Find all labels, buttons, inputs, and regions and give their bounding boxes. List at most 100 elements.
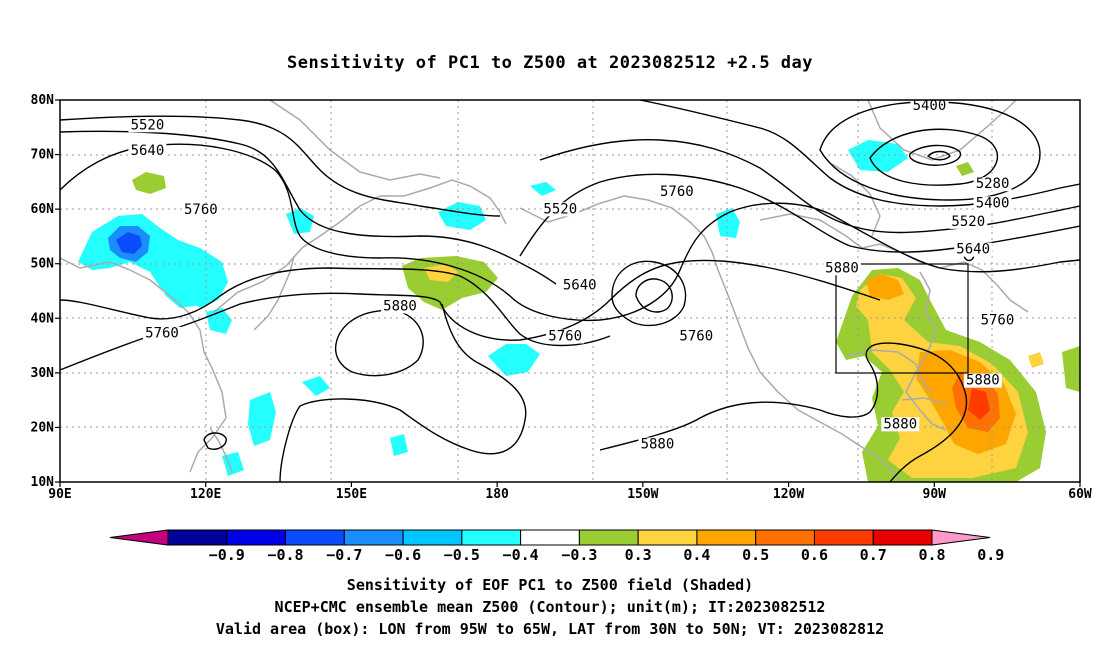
contour-label: 5520 bbox=[543, 201, 577, 217]
lon-tick-label: 90W bbox=[923, 487, 947, 502]
colorbar-tick-label: −0.9 bbox=[209, 546, 245, 564]
colorbar-bin bbox=[755, 529, 815, 546]
colorbar: −0.9 −0.8 −0.7 −0.6 −0.5 −0.4 −0.3 0.3 0.4 0.5 0.6… bbox=[109, 529, 1004, 564]
negative-patch-subarctic bbox=[530, 182, 556, 196]
lon-tick-label: 60W bbox=[1068, 487, 1092, 502]
colorbar-tick-label: 0.4 bbox=[683, 546, 710, 564]
contour-5400-ring bbox=[819, 101, 1041, 201]
colorbar-tick-label: 0.6 bbox=[801, 546, 828, 564]
colorbar-bin bbox=[696, 529, 757, 546]
coastline-philippines bbox=[209, 427, 233, 473]
negative-patch-aleutian bbox=[488, 344, 540, 376]
negative-patch-tropics-1 bbox=[248, 392, 276, 446]
contour-label: 5880 bbox=[966, 373, 1000, 389]
positive-patch-atlantic bbox=[1062, 346, 1080, 392]
contour-5760-low-ring bbox=[611, 260, 687, 327]
contour-label-bg bbox=[638, 437, 677, 452]
contour-label: 5640 bbox=[131, 143, 165, 159]
contour-label-bg bbox=[657, 184, 696, 199]
contour-5880-east bbox=[599, 342, 968, 482]
figure-title: Sensitivity of PC1 to Z500 at 2023082512… bbox=[287, 53, 813, 73]
contour-label-bg bbox=[560, 278, 599, 293]
contour-label-bg bbox=[881, 417, 920, 432]
colorbar-tick-label: −0.3 bbox=[561, 546, 597, 564]
lat-tick-label: 50N bbox=[31, 257, 55, 272]
contour-label-bg bbox=[677, 329, 716, 344]
lat-tick-label: 80N bbox=[31, 93, 55, 108]
colorbar-bin bbox=[578, 529, 639, 546]
contour-label: 5760 bbox=[679, 328, 713, 344]
lon-tick-label: 120W bbox=[773, 487, 804, 502]
caption-line-3: Valid area (box): LON from 95W to 65W, L… bbox=[216, 620, 884, 638]
lon-tick-label: 180 bbox=[485, 487, 509, 502]
colorbar-tick-label: 0.9 bbox=[977, 546, 1004, 564]
contour-label-bg bbox=[381, 299, 419, 314]
contour-5280-ring bbox=[869, 128, 999, 186]
latitude-axis: 80N 70N 60N 50N 40N 30N 20N 10N bbox=[31, 93, 60, 490]
colorbar-tick-label: −0.6 bbox=[385, 546, 421, 564]
colorbar-tick-label: 0.3 bbox=[625, 546, 652, 564]
coastline-greenland bbox=[867, 100, 1017, 161]
lat-tick-label: 60N bbox=[31, 202, 55, 217]
contour-label: 5760 bbox=[548, 328, 582, 344]
contour-label-bg bbox=[181, 202, 220, 217]
colorbar-tick-label: 0.7 bbox=[860, 546, 887, 564]
coastline-korea-kamchatka bbox=[213, 179, 507, 313]
contour-label-bg bbox=[823, 261, 861, 276]
colorbar-bin bbox=[813, 529, 874, 546]
colorbar-bin bbox=[637, 529, 698, 546]
lon-tick-label: 120E bbox=[190, 487, 221, 502]
colorbar-bin bbox=[520, 529, 580, 546]
contour-label: 5280 bbox=[976, 176, 1010, 192]
lon-tick-label: 90E bbox=[48, 487, 71, 502]
contour-5760-west-a bbox=[60, 143, 1080, 322]
contour-label: 5520 bbox=[131, 117, 165, 133]
contour-label-bg bbox=[143, 326, 181, 341]
contour-label-bg bbox=[973, 196, 1012, 211]
contour-label-bg bbox=[949, 214, 988, 229]
contour-label: 5880 bbox=[641, 437, 675, 453]
colorbar-tick-label: −0.7 bbox=[326, 546, 362, 564]
colorbar-over-arrow bbox=[931, 529, 991, 546]
contour-label-bg bbox=[128, 143, 167, 158]
contour-label: 5760 bbox=[981, 313, 1015, 329]
contour-label: 5880 bbox=[825, 260, 859, 276]
contour-label-bg bbox=[910, 100, 949, 114]
contour-5880-high-ring bbox=[334, 310, 424, 377]
positive-patch-siberia bbox=[132, 172, 166, 194]
contour-label: 5400 bbox=[913, 98, 947, 114]
coastline-arctic-siberia bbox=[269, 100, 441, 181]
lat-tick-label: 30N bbox=[31, 366, 55, 381]
contour-5640-west bbox=[60, 130, 557, 285]
contour-label-bg bbox=[978, 313, 1017, 328]
colorbar-tick-label: −0.5 bbox=[444, 546, 480, 564]
colorbar-tick-label: −0.8 bbox=[267, 546, 303, 564]
lat-tick-label: 20N bbox=[31, 420, 55, 435]
coastline-hudson bbox=[831, 163, 881, 237]
colorbar-bin bbox=[226, 529, 287, 546]
contour-label: 5760 bbox=[184, 202, 218, 218]
coastline-us-east bbox=[905, 271, 947, 431]
coastlines bbox=[60, 100, 1029, 482]
contour-5880-main bbox=[60, 259, 881, 371]
lon-tick-label: 150W bbox=[627, 487, 658, 502]
contour-label-bg bbox=[541, 202, 580, 217]
contour-label-bg bbox=[128, 118, 167, 133]
colorbar-bin bbox=[402, 529, 463, 546]
contour-label-bg bbox=[963, 373, 1002, 388]
contour-5520-west bbox=[60, 115, 501, 217]
lat-tick-label: 10N bbox=[31, 475, 55, 490]
map-panel: 5400 5520 5640 5760 5280 5400 5760 5520 5520 5640… bbox=[31, 93, 1092, 502]
colorbar-bin bbox=[285, 529, 345, 546]
colorbar-tick-label: 0.5 bbox=[742, 546, 769, 564]
coastline-cuba bbox=[901, 397, 947, 405]
contour-5880-tiny-ring bbox=[203, 432, 227, 450]
colorbar-bin bbox=[343, 529, 404, 546]
contour-label: 5880 bbox=[383, 298, 417, 314]
contour-label: 5760 bbox=[145, 326, 179, 342]
colorbar-bin bbox=[167, 529, 228, 546]
coastline-alaska bbox=[519, 195, 901, 482]
coastline-east-asia bbox=[60, 257, 227, 473]
coastline-gulf bbox=[845, 349, 917, 365]
